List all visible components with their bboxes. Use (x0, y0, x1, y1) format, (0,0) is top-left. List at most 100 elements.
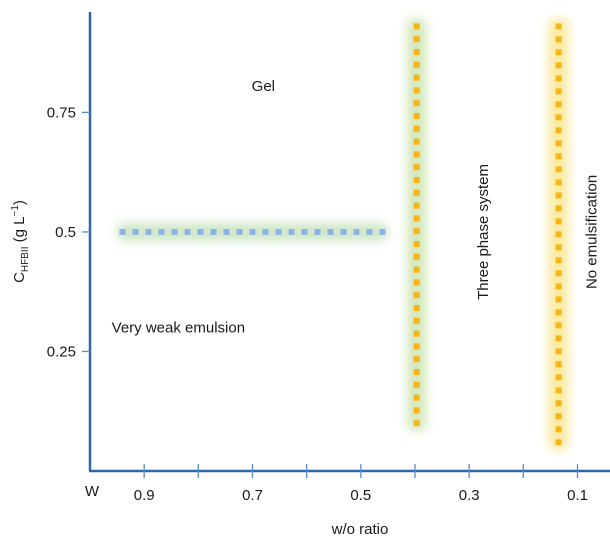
region-label-0: Gel (252, 78, 275, 95)
boundary-marker-2 (555, 75, 562, 82)
boundary-marker-2 (555, 387, 562, 394)
boundary-marker-1 (413, 74, 420, 81)
boundary-marker-0 (223, 228, 230, 235)
boundary-marker-2 (555, 439, 562, 446)
boundary-marker-0 (184, 228, 191, 235)
boundary-marker-1 (413, 356, 420, 363)
boundary-marker-2 (555, 309, 562, 316)
boundary-marker-1 (413, 125, 420, 132)
boundary-glow-1 (406, 18, 427, 432)
boundary-marker-2 (555, 231, 562, 238)
boundary-marker-2 (555, 283, 562, 290)
region-label-1: Very weak emulsion (112, 319, 245, 336)
tick-layer: 0.9 0.7 0.5 0.3 0.1 0.25 0.5 0.75 (47, 104, 588, 504)
boundary-marker-0 (132, 228, 139, 235)
boundary-marker-2 (555, 114, 562, 121)
boundary-marker-0 (236, 228, 243, 235)
boundary-marker-0 (119, 228, 126, 235)
label-layer: w/o ratio CHFBII (g L−1) W (10, 200, 388, 538)
x-tick-label: 0.3 (459, 487, 480, 504)
boundary-marker-0 (340, 228, 347, 235)
boundary-marker-0 (288, 228, 295, 235)
boundary-marker-1 (413, 164, 420, 171)
boundary-marker-1 (413, 138, 420, 145)
boundary-marker-1 (413, 368, 420, 375)
boundary-marker-layer (119, 23, 562, 446)
y-axis-label-subscript: HFBII (20, 247, 31, 273)
boundary-marker-2 (555, 218, 562, 225)
boundary-marker-2 (555, 205, 562, 212)
boundary-marker-1 (413, 48, 420, 55)
boundary-marker-2 (555, 36, 562, 43)
y-axis-label-close: ) (11, 200, 28, 205)
boundary-marker-0 (249, 228, 256, 235)
boundary-marker-2 (555, 62, 562, 69)
boundary-marker-2 (555, 140, 562, 147)
x-tick-label: 0.5 (350, 487, 371, 504)
boundary-marker-1 (413, 215, 420, 222)
boundary-marker-1 (413, 279, 420, 286)
boundary-marker-1 (413, 343, 420, 350)
y-tick-label: 0.5 (55, 224, 76, 241)
boundary-marker-2 (555, 296, 562, 303)
boundary-marker-2 (555, 166, 562, 173)
boundary-marker-2 (555, 361, 562, 368)
boundary-glow-layer (116, 18, 569, 451)
boundary-marker-1 (413, 317, 420, 324)
boundary-marker-1 (413, 87, 420, 94)
boundary-marker-2 (555, 348, 562, 355)
y-axis-label-superscript: −1 (10, 205, 21, 217)
boundary-marker-0 (327, 228, 334, 235)
region-label-3: No emulsification (583, 175, 600, 289)
boundary-marker-1 (413, 266, 420, 273)
boundary-marker-0 (197, 228, 204, 235)
boundary-marker-2 (555, 179, 562, 186)
x-axis-label: w/o ratio (331, 521, 389, 538)
boundary-marker-2 (555, 192, 562, 199)
y-tick-label: 0.25 (47, 343, 76, 360)
y-axis-label-main: C (11, 272, 28, 283)
boundary-marker-1 (413, 292, 420, 299)
x-tick-label: 0.1 (567, 487, 588, 504)
boundary-marker-1 (413, 304, 420, 311)
boundary-marker-0 (158, 228, 165, 235)
x-tick-label: 0.7 (242, 487, 263, 504)
boundary-marker-2 (555, 413, 562, 420)
x-axis-w-label: W (85, 483, 100, 500)
boundary-marker-1 (413, 176, 420, 183)
boundary-marker-1 (413, 151, 420, 158)
boundary-marker-0 (314, 228, 321, 235)
boundary-marker-0 (275, 228, 282, 235)
boundary-marker-0 (301, 228, 308, 235)
boundary-marker-2 (555, 400, 562, 407)
boundary-marker-2 (555, 257, 562, 264)
x-tick-label: 0.9 (134, 487, 155, 504)
y-axis-label-unit: (g L (11, 216, 28, 246)
boundary-marker-1 (413, 61, 420, 68)
boundary-marker-0 (353, 228, 360, 235)
boundary-marker-2 (555, 322, 562, 329)
boundary-marker-0 (210, 228, 217, 235)
boundary-marker-0 (379, 228, 386, 235)
boundary-marker-2 (555, 426, 562, 433)
y-tick-label: 0.75 (47, 104, 76, 121)
boundary-marker-1 (413, 240, 420, 247)
boundary-marker-1 (413, 420, 420, 427)
boundary-marker-0 (171, 228, 178, 235)
boundary-marker-1 (413, 23, 420, 30)
boundary-marker-1 (413, 253, 420, 260)
axes (88, 12, 610, 473)
boundary-marker-2 (555, 374, 562, 381)
boundary-marker-2 (555, 335, 562, 342)
boundary-marker-2 (555, 244, 562, 251)
boundary-marker-2 (555, 88, 562, 95)
boundary-marker-1 (413, 189, 420, 196)
y-axis-label: CHFBII (g L−1) (10, 200, 31, 283)
boundary-marker-1 (413, 330, 420, 337)
boundary-marker-1 (413, 36, 420, 43)
boundary-marker-1 (413, 100, 420, 107)
boundary-marker-2 (555, 49, 562, 56)
boundary-marker-1 (413, 228, 420, 235)
boundary-marker-0 (366, 228, 373, 235)
